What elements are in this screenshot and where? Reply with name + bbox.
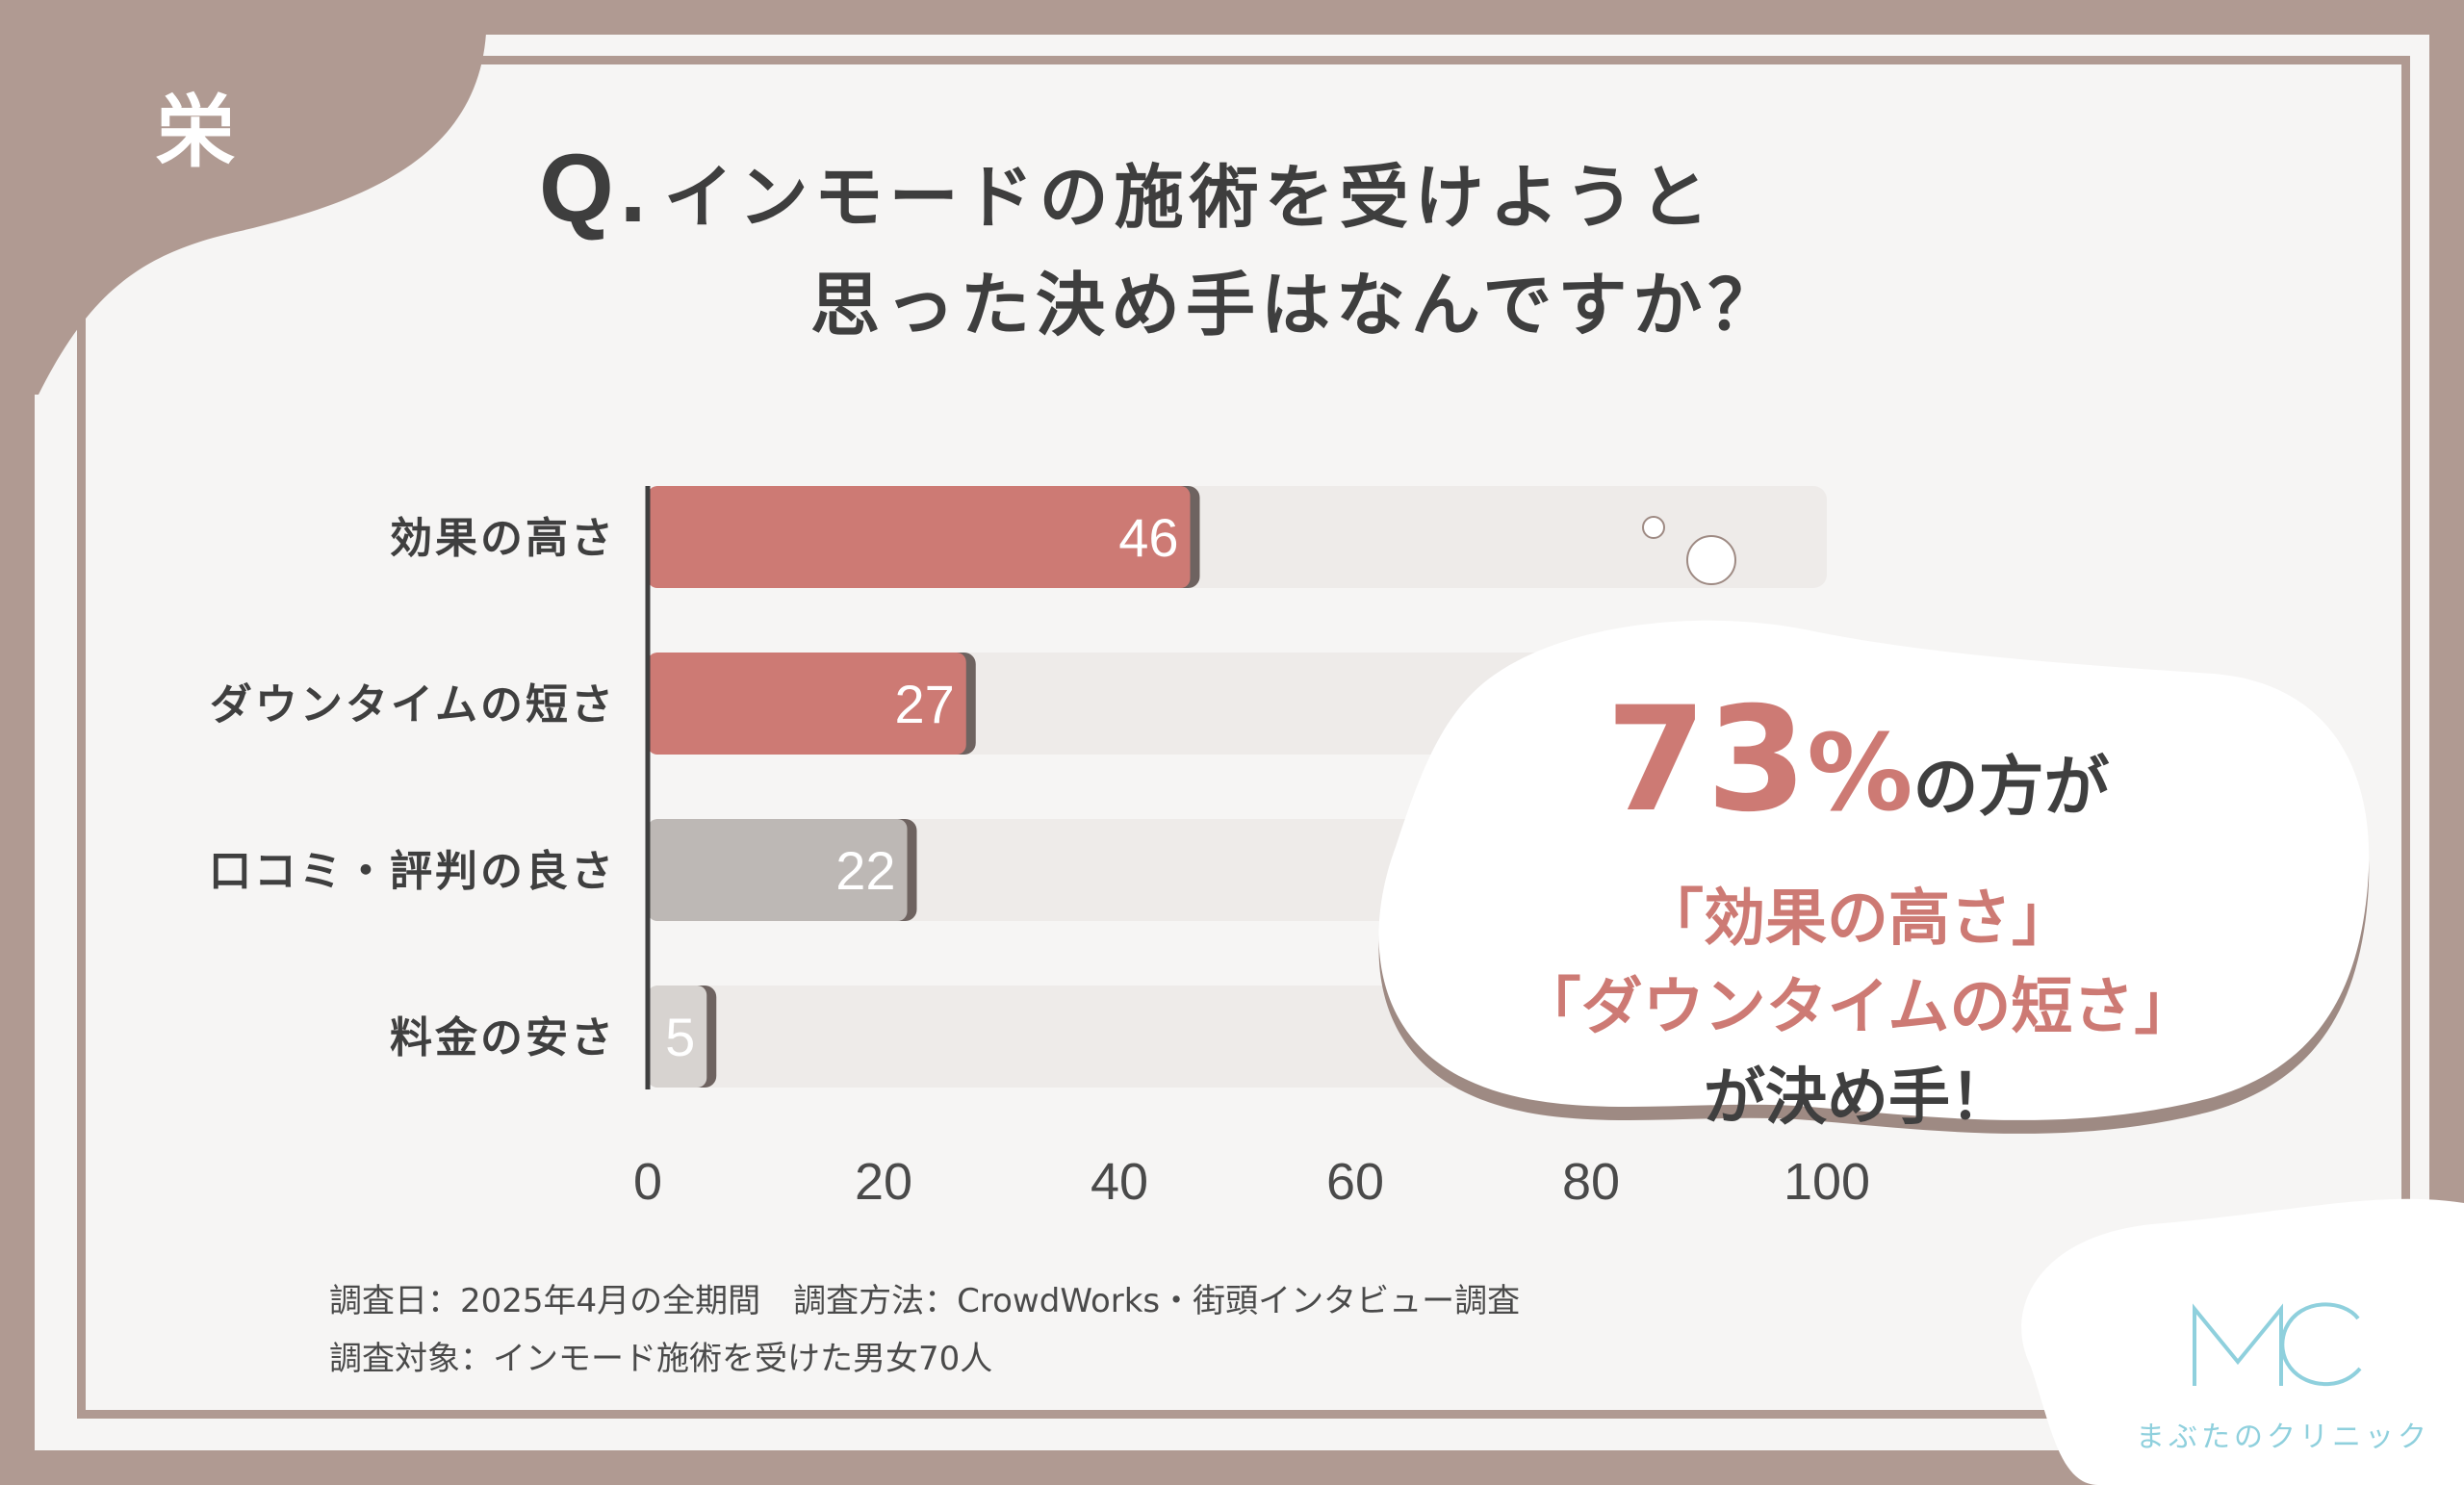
x-tick-label: 0 [633,1153,662,1211]
page-title: Q. インモードの施術を受けようと 思った決め手はなんですか？ [539,135,2021,359]
clinic-logo-icon [2193,1302,2362,1387]
callout-bubble [1378,620,2370,1120]
x-tick-label: 20 [855,1153,912,1211]
title-line1: インモードの施術を受けようと [663,157,1715,238]
bar [648,486,1191,588]
category-label: 効果の高さ [390,514,616,563]
title-line2: 思った決め手はなんですか？ [810,265,1784,346]
logo-blob [2021,1198,2464,1485]
bar-value-label: 27 [894,674,954,734]
callout-line2: 「効果の高さ」 [1642,883,2073,955]
corner-blob [0,0,487,395]
callout-pct-unit: % [1807,711,1913,834]
category-label: 料金の安さ [390,1013,616,1063]
bar-value-label: 22 [835,840,895,901]
bubble-dot-small [1642,516,1665,539]
x-tick-label: 80 [1562,1153,1620,1211]
title-q-mark: Q. [539,135,653,243]
footer-line1: 調査日：2025年4月の全期間 調査方法：CrowdWorks・街頭インタビュー… [329,1282,1521,1320]
inner-frame [77,56,2410,1419]
clinic-logo-text: まぶたのクリニック [2136,1421,2430,1454]
callout-pct: 73 [1605,677,1808,844]
category-label: ダウンタイムの短さ [210,680,616,730]
survey-footer: 調査日：2025年4月の全期間 調査方法：CrowdWorks・街頭インタビュー… [329,1272,1520,1388]
bar-value-label: 5 [665,1007,695,1067]
category-label: 口コミ・評判の良さ [209,847,616,896]
callout-line4: が決め手！ [1704,1063,2012,1134]
x-tick-label: 40 [1091,1153,1148,1211]
footer-line2: 調査対象：インモード施術を受けた男女70人 [329,1340,993,1378]
x-tick-label: 100 [1784,1153,1870,1211]
callout-line3: 「ダウンタイムの短さ」 [1519,972,2196,1043]
callout-pct-suffix: の方が [1912,750,2110,826]
bar [648,986,707,1088]
callout-text: 73%の方が 「効果の高さ」 「ダウンタイムの短さ」 が決め手！ [1386,674,2329,1144]
bar-value-label: 46 [1118,507,1178,568]
bar [648,653,966,755]
bar [648,819,908,921]
x-tick-label: 60 [1326,1153,1384,1211]
bubble-dot-large [1686,535,1736,585]
area-badge: 栄 [155,87,235,178]
